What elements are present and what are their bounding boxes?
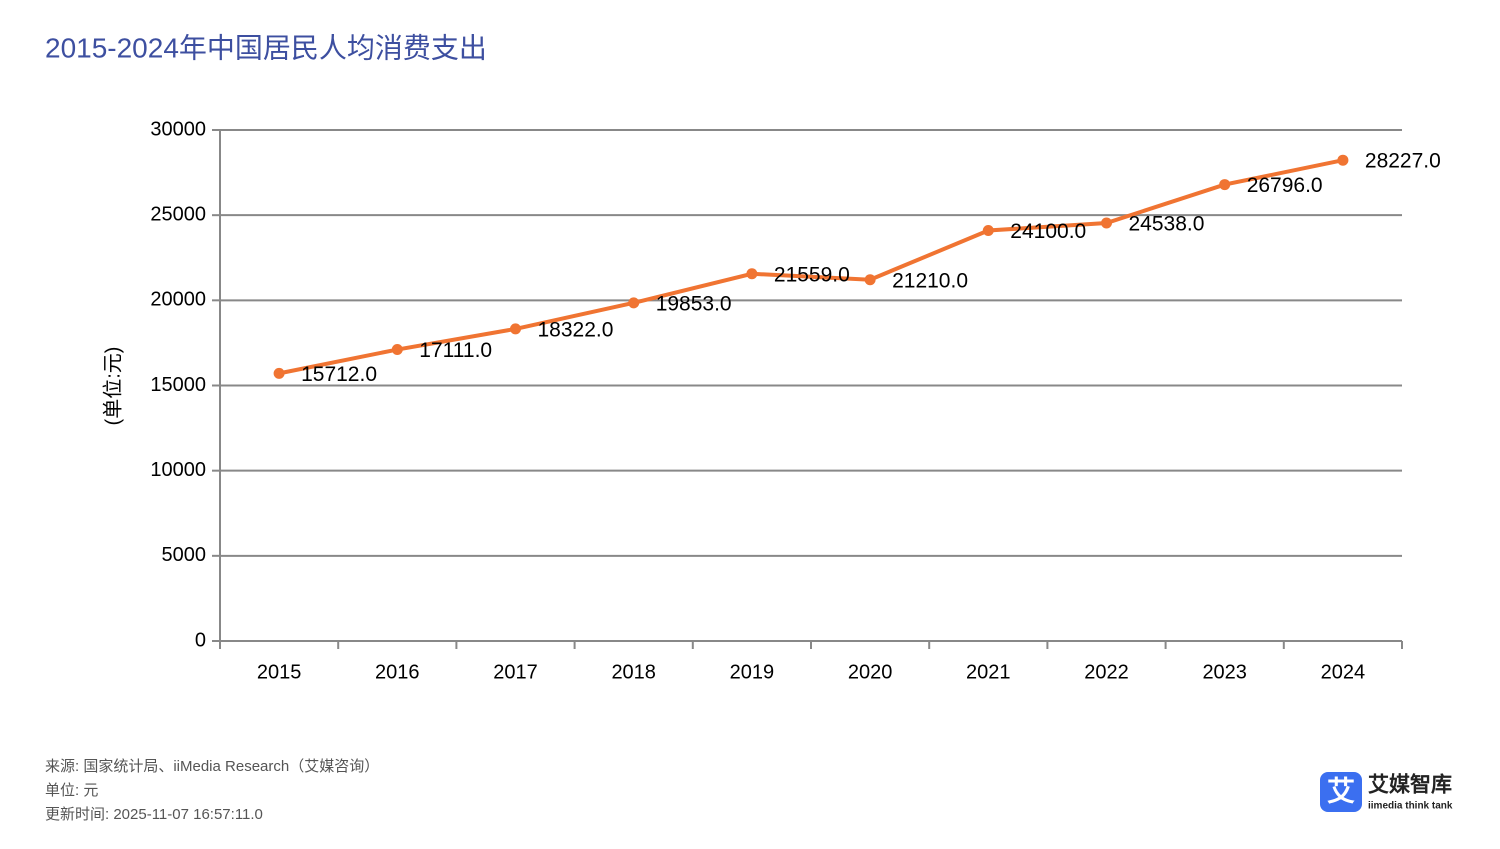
x-tick-label: 2017: [493, 661, 538, 683]
x-tick-label: 2024: [1321, 661, 1366, 683]
value-label: 24100.0: [1010, 220, 1086, 243]
data-point: [1219, 179, 1231, 191]
value-label: 18322.0: [538, 318, 614, 341]
data-point: [628, 297, 640, 309]
value-label: 17111.0: [419, 339, 492, 362]
value-label: 21559.0: [774, 263, 850, 286]
value-label: 15712.0: [301, 363, 377, 386]
chart-title: 2015-2024年中国居民人均消费支出: [45, 32, 487, 63]
data-point: [510, 323, 521, 335]
data-point: [273, 367, 285, 379]
x-tick-label: 2020: [848, 661, 893, 683]
value-label: 21210.0: [892, 269, 968, 292]
value-label: 26796.0: [1247, 174, 1323, 197]
y-tick-label: 25000: [150, 203, 206, 225]
y-tick-label: 30000: [150, 118, 206, 140]
data-point: [1337, 154, 1349, 166]
y-tick-label: 5000: [162, 544, 207, 566]
x-tick-label: 2022: [1084, 661, 1129, 683]
data-point: [864, 274, 876, 286]
x-tick-label: 2015: [257, 661, 302, 683]
x-tick-label: 2018: [611, 661, 656, 683]
data-point: [1101, 217, 1112, 229]
logo-name: 艾媒智库: [1368, 773, 1452, 797]
x-tick-label: 2023: [1202, 661, 1247, 683]
x-tick-label: 2019: [730, 661, 775, 683]
data-line: [278, 158, 1344, 376]
data-point: [391, 344, 403, 356]
x-tick-label: 2021: [966, 661, 1011, 683]
value-label: 24538.0: [1129, 213, 1205, 236]
data-point: [746, 268, 758, 280]
logo-icon-text: 艾: [1327, 775, 1355, 806]
y-axis-label: (单位:元): [101, 347, 124, 426]
logo-icon: [1320, 772, 1362, 812]
value-label: 19853.0: [656, 292, 732, 315]
source-note: 来源: 国家统计局、iiMedia Research（艾媒咨询）: [45, 758, 379, 775]
y-tick-label: 0: [195, 629, 206, 651]
data-point: [982, 224, 994, 236]
logo-tagline: iimedia think tank: [1368, 801, 1453, 812]
y-tick-label: 10000: [150, 459, 206, 481]
update-note: 更新时间: 2025-11-07 16:57:11.0: [45, 806, 263, 823]
y-tick-label: 15000: [150, 374, 206, 396]
unit-note: 单位: 元: [45, 782, 98, 799]
x-tick-label: 2016: [375, 661, 420, 683]
value-label: 28227.0: [1365, 150, 1441, 173]
y-tick-label: 20000: [150, 289, 206, 311]
